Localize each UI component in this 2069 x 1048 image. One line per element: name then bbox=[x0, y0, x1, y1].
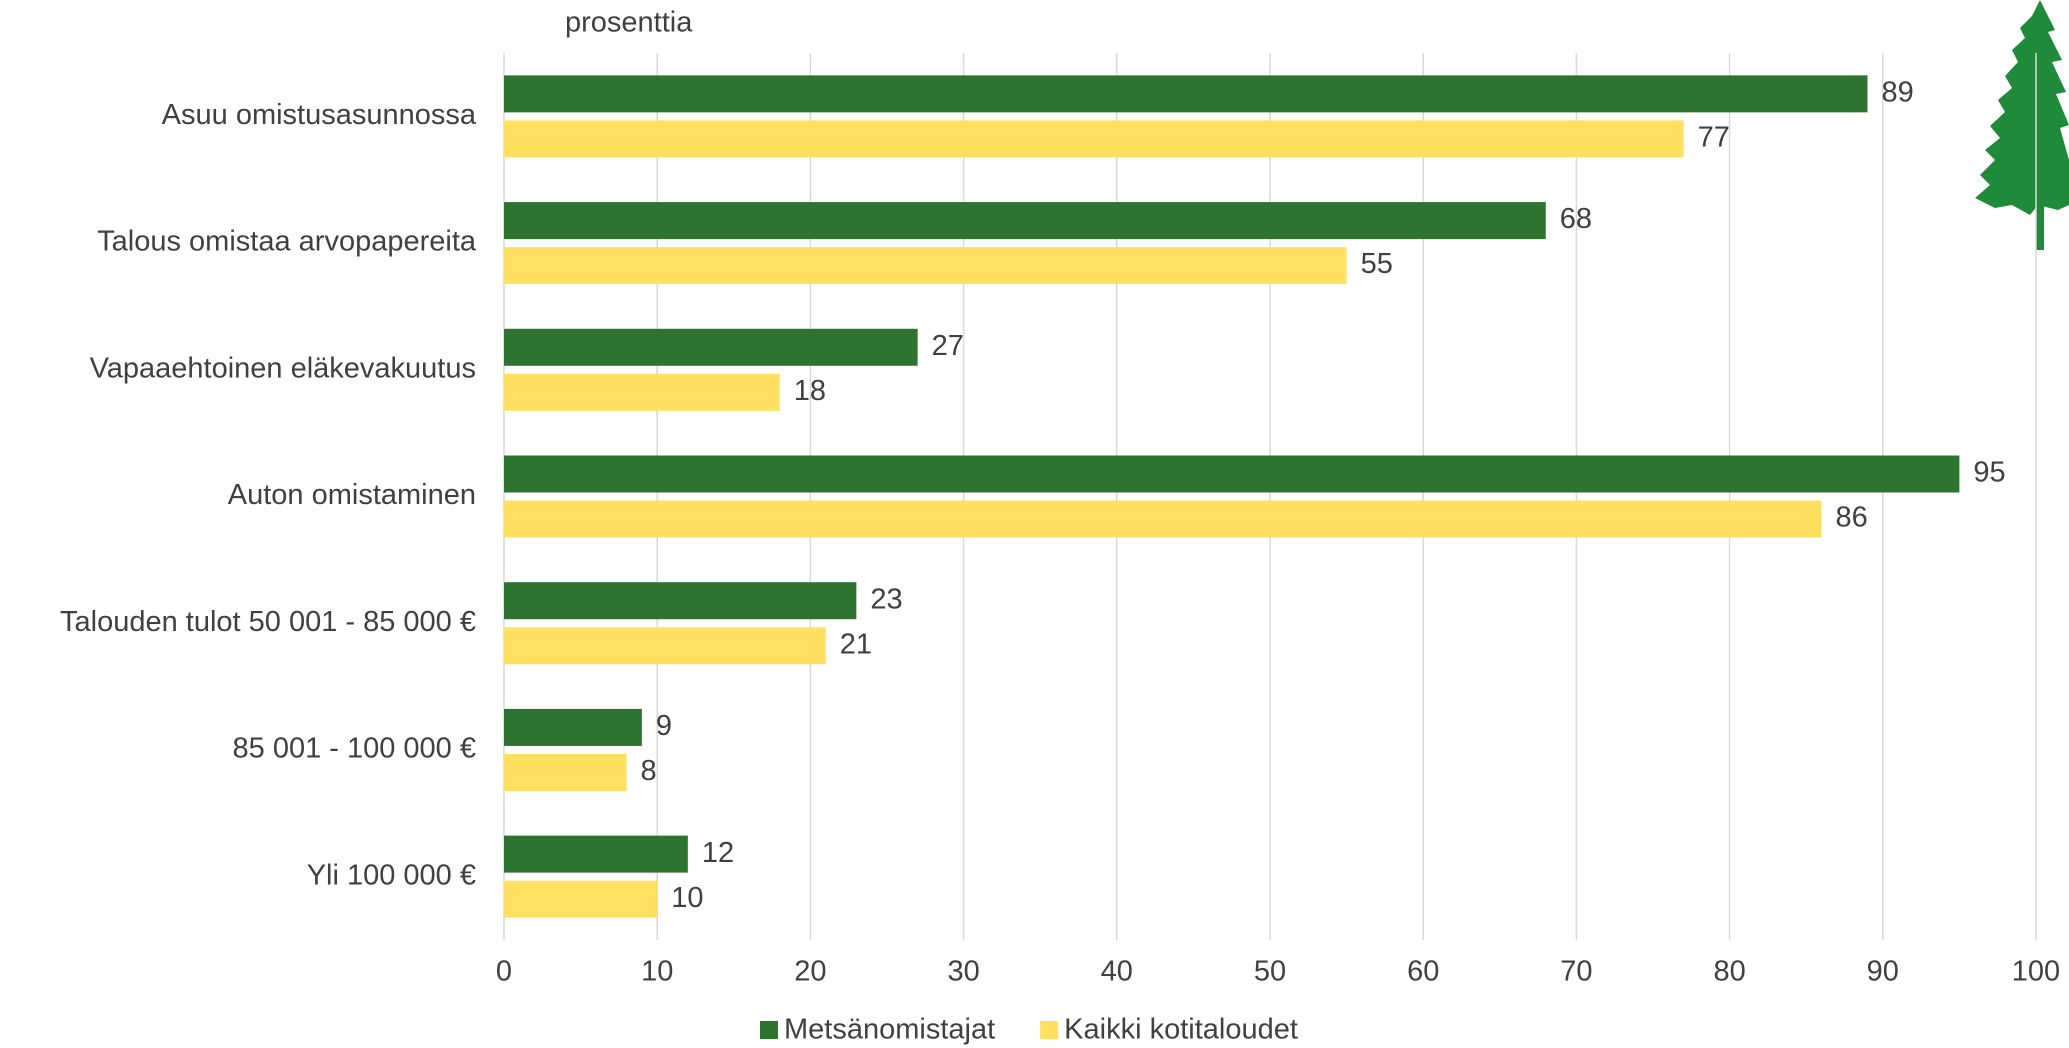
x-tick-label: 40 bbox=[1101, 956, 1133, 988]
bar bbox=[504, 708, 642, 746]
value-label: 89 bbox=[1881, 77, 1913, 109]
bar bbox=[504, 247, 1347, 285]
bar bbox=[504, 75, 1868, 113]
y-tick-label: Asuu omistusasunnossa bbox=[162, 99, 477, 131]
y-tick-label: Talouden tulot 50 001 - 85 000 € bbox=[60, 606, 476, 638]
value-label: 18 bbox=[794, 375, 826, 407]
x-tick-label: 90 bbox=[1867, 956, 1899, 988]
bar bbox=[504, 753, 627, 791]
value-label: 12 bbox=[702, 837, 734, 869]
value-label: 77 bbox=[1698, 122, 1730, 154]
tree-icon bbox=[1975, 0, 2069, 250]
bar bbox=[504, 627, 826, 665]
value-label: 68 bbox=[1560, 203, 1592, 235]
value-label: 8 bbox=[641, 755, 657, 787]
bar bbox=[504, 373, 780, 411]
value-label: 23 bbox=[870, 583, 902, 615]
y-tick-label: Vapaaehtoinen eläkevakuutus bbox=[90, 352, 476, 384]
x-tick-label: 70 bbox=[1560, 956, 1592, 988]
value-label: 27 bbox=[932, 330, 964, 362]
bar bbox=[504, 202, 1546, 240]
value-label: 10 bbox=[671, 882, 703, 914]
x-tick-label: 10 bbox=[641, 956, 673, 988]
x-tick-label: 0 bbox=[496, 956, 512, 988]
bar bbox=[504, 500, 1822, 538]
legend-label: Metsänomistajat bbox=[784, 1014, 995, 1046]
y-tick-label: Talous omistaa arvopapereita bbox=[97, 226, 477, 258]
value-label: 21 bbox=[840, 628, 872, 660]
legend-swatch bbox=[1040, 1021, 1059, 1039]
value-label: 9 bbox=[656, 710, 672, 742]
x-tick-label: 100 bbox=[2012, 956, 2060, 988]
value-label: 55 bbox=[1361, 248, 1393, 280]
bar bbox=[504, 455, 1960, 493]
bar bbox=[504, 328, 918, 366]
y-tick-label: Auton omistaminen bbox=[228, 479, 476, 511]
y-tick-label: Yli 100 000 € bbox=[307, 859, 476, 891]
x-tick-label: 60 bbox=[1407, 956, 1439, 988]
bar bbox=[504, 582, 857, 620]
legend-swatch bbox=[760, 1021, 778, 1039]
value-label: 86 bbox=[1836, 502, 1868, 534]
bar bbox=[504, 880, 658, 918]
bar bbox=[504, 120, 1684, 158]
x-tick-label: 50 bbox=[1254, 956, 1286, 988]
axis-subtitle: prosenttia bbox=[565, 7, 693, 39]
legend-label: Kaikki kotitaloudet bbox=[1064, 1014, 1298, 1046]
x-tick-label: 20 bbox=[794, 956, 826, 988]
value-label: 95 bbox=[1973, 457, 2005, 489]
y-tick-label: 85 001 - 100 000 € bbox=[233, 733, 476, 765]
x-tick-label: 30 bbox=[947, 956, 979, 988]
x-tick-label: 80 bbox=[1713, 956, 1745, 988]
bar bbox=[504, 835, 688, 873]
